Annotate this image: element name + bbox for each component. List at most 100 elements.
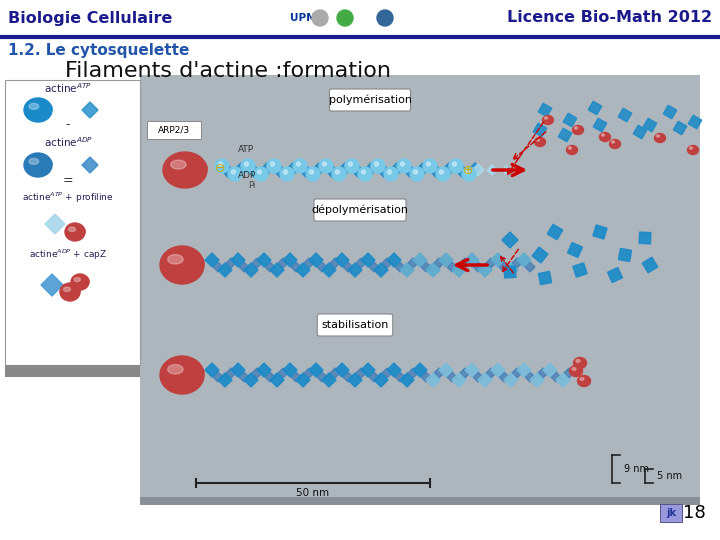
Polygon shape: [517, 253, 531, 267]
Ellipse shape: [164, 371, 191, 390]
Polygon shape: [499, 262, 509, 272]
Polygon shape: [326, 165, 338, 177]
Polygon shape: [439, 253, 453, 267]
Circle shape: [323, 162, 326, 166]
Text: Pi: Pi: [248, 180, 256, 190]
Circle shape: [439, 170, 444, 174]
Polygon shape: [231, 363, 245, 377]
Polygon shape: [45, 214, 65, 234]
Bar: [0, 0, 720, 36]
Polygon shape: [283, 363, 297, 377]
Polygon shape: [460, 368, 470, 378]
Text: =: =: [63, 174, 73, 187]
Ellipse shape: [569, 147, 572, 149]
Polygon shape: [226, 368, 236, 378]
Polygon shape: [400, 263, 414, 277]
FancyBboxPatch shape: [330, 89, 410, 111]
Polygon shape: [218, 373, 232, 387]
Polygon shape: [395, 372, 405, 382]
Polygon shape: [673, 122, 687, 135]
Polygon shape: [365, 163, 377, 175]
Polygon shape: [539, 103, 552, 117]
Polygon shape: [567, 242, 582, 258]
Text: 5 nm: 5 nm: [657, 471, 682, 481]
Circle shape: [336, 170, 340, 174]
Text: ADP: ADP: [238, 171, 256, 179]
Polygon shape: [486, 258, 496, 268]
Polygon shape: [504, 266, 516, 278]
Polygon shape: [387, 253, 401, 267]
Text: 1.2. Le cytosquelette: 1.2. Le cytosquelette: [8, 43, 189, 57]
Polygon shape: [361, 363, 375, 377]
Polygon shape: [491, 253, 505, 267]
Polygon shape: [343, 262, 353, 272]
Polygon shape: [400, 373, 414, 387]
Ellipse shape: [27, 163, 44, 174]
Ellipse shape: [601, 134, 605, 136]
Polygon shape: [512, 258, 522, 268]
Polygon shape: [417, 163, 429, 175]
Circle shape: [384, 167, 398, 181]
Polygon shape: [356, 368, 366, 378]
Polygon shape: [382, 258, 392, 268]
Polygon shape: [532, 247, 548, 263]
Ellipse shape: [27, 107, 44, 119]
Polygon shape: [335, 363, 349, 377]
Polygon shape: [369, 372, 379, 382]
Polygon shape: [205, 253, 219, 267]
Polygon shape: [322, 373, 336, 387]
Polygon shape: [639, 232, 651, 244]
Circle shape: [410, 167, 424, 181]
Circle shape: [284, 170, 287, 174]
Polygon shape: [465, 253, 479, 267]
Polygon shape: [265, 372, 275, 382]
Circle shape: [371, 159, 385, 173]
Circle shape: [306, 167, 320, 181]
Ellipse shape: [544, 117, 547, 119]
Circle shape: [319, 159, 333, 173]
Polygon shape: [473, 372, 483, 382]
Circle shape: [436, 167, 450, 181]
Polygon shape: [588, 101, 602, 115]
Polygon shape: [543, 363, 557, 377]
Ellipse shape: [71, 274, 89, 290]
Text: Biologie Cellulaire: Biologie Cellulaire: [8, 10, 172, 25]
Polygon shape: [491, 363, 505, 377]
Ellipse shape: [60, 283, 80, 301]
Polygon shape: [339, 163, 351, 175]
Polygon shape: [443, 163, 455, 175]
Polygon shape: [82, 157, 98, 173]
Ellipse shape: [575, 127, 577, 129]
Ellipse shape: [567, 145, 577, 154]
Polygon shape: [564, 368, 574, 378]
Text: 18: 18: [683, 504, 706, 522]
Ellipse shape: [654, 133, 665, 143]
Polygon shape: [430, 165, 442, 177]
Ellipse shape: [570, 366, 582, 376]
Text: ATP: ATP: [238, 145, 254, 154]
Polygon shape: [408, 258, 418, 268]
Polygon shape: [408, 368, 418, 378]
Ellipse shape: [29, 158, 39, 164]
Polygon shape: [239, 262, 249, 272]
Circle shape: [218, 162, 222, 166]
Polygon shape: [434, 258, 444, 268]
Polygon shape: [413, 363, 427, 377]
Ellipse shape: [534, 138, 546, 146]
Ellipse shape: [68, 227, 76, 232]
Bar: [5, 365, 140, 377]
Polygon shape: [369, 262, 379, 272]
FancyBboxPatch shape: [318, 314, 392, 336]
Text: Licence Bio-Math 2012: Licence Bio-Math 2012: [507, 10, 712, 25]
Polygon shape: [608, 267, 623, 282]
Polygon shape: [274, 165, 286, 177]
Polygon shape: [309, 253, 323, 267]
Ellipse shape: [572, 368, 576, 370]
Circle shape: [271, 162, 274, 166]
Polygon shape: [296, 373, 310, 387]
Polygon shape: [563, 113, 577, 127]
Ellipse shape: [32, 157, 52, 171]
Polygon shape: [434, 368, 444, 378]
Polygon shape: [504, 373, 518, 387]
Text: jk: jk: [666, 508, 676, 518]
